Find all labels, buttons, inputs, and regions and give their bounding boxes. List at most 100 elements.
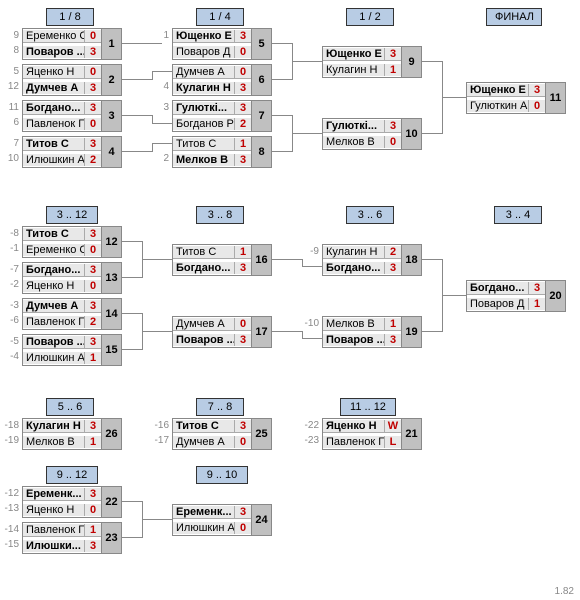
player-score: 3 — [85, 336, 101, 349]
player-name: Еременко С — [23, 244, 85, 256]
stage-label: 1 / 2 — [346, 8, 394, 26]
seed: -12 — [2, 488, 19, 499]
connector — [302, 338, 322, 339]
seed: -17 — [152, 435, 169, 446]
match-row: Поваров ...3 — [23, 335, 101, 350]
connector — [292, 61, 322, 62]
match: Кулагин Н3Мелков В126 — [22, 418, 122, 450]
seed: 12 — [2, 81, 19, 92]
connector — [292, 115, 293, 133]
player-name: Еременк... — [173, 506, 235, 519]
connector — [142, 501, 143, 519]
seed: 3 — [152, 102, 169, 113]
match: Еременк...3Яценко Н022 — [22, 486, 122, 518]
match-id: 1 — [101, 29, 121, 59]
match: Титов С3Еременко С012 — [22, 226, 122, 258]
match-row: Кулагин Н2 — [323, 245, 401, 260]
match-row: Мелков В1 — [323, 317, 401, 332]
player-score: 3 — [235, 262, 251, 274]
player-score: 3 — [85, 420, 101, 433]
stage-label: 11 .. 12 — [340, 398, 396, 416]
match-row: Богдано...3 — [323, 260, 401, 275]
match: Кулагин Н2Богдано...318 — [322, 244, 422, 276]
player-name: Думчев А — [173, 318, 235, 331]
player-name: Кулагин Н — [173, 82, 235, 94]
match: Яценко НWПавленок ГL21 — [322, 418, 422, 450]
connector — [142, 331, 172, 332]
seed: 4 — [152, 81, 169, 92]
player-score: 3 — [235, 102, 251, 115]
player-name: Мелков В — [323, 136, 385, 148]
version-label: 1.82 — [555, 586, 574, 597]
seed: 8 — [2, 45, 19, 56]
player-score: W — [385, 420, 401, 433]
match-row: Титов С3 — [23, 227, 101, 242]
player-name: Титов С — [173, 420, 235, 433]
connector — [442, 97, 443, 134]
player-name: Гулюткин А — [467, 100, 529, 112]
player-name: Ющенко Е — [173, 30, 235, 43]
player-score: 3 — [529, 282, 545, 295]
player-score: 3 — [85, 488, 101, 501]
player-score: 3 — [85, 264, 101, 277]
seed: -3 — [2, 300, 19, 311]
player-score: 3 — [235, 30, 251, 43]
stage-label: 9 .. 12 — [46, 466, 98, 484]
connector — [142, 331, 143, 350]
player-score: 0 — [85, 504, 101, 516]
match: Титов С3Илюшкин А24 — [22, 136, 122, 168]
seed: 2 — [152, 153, 169, 164]
stage-label: 9 .. 10 — [196, 466, 248, 484]
seed: 9 — [2, 30, 19, 41]
match-row: Поваров Д0 — [173, 44, 251, 59]
match-row: Кулагин Н1 — [323, 62, 401, 77]
connector — [122, 115, 152, 116]
seed: -8 — [2, 228, 19, 239]
match-id: 17 — [251, 317, 271, 347]
match-id: 13 — [101, 263, 121, 293]
player-score: 0 — [235, 46, 251, 58]
player-score: 1 — [85, 436, 101, 448]
player-name: Поваров ... — [23, 46, 85, 58]
seed: 11 — [2, 102, 19, 113]
connector — [272, 151, 292, 152]
connector — [152, 143, 172, 144]
match-row: Мелков В3 — [173, 152, 251, 167]
match-id: 4 — [101, 137, 121, 167]
player-name: Гулюткі... — [173, 102, 235, 115]
player-name: Богданов Р — [173, 118, 235, 130]
player-score: 0 — [235, 318, 251, 331]
match-row: Богдано...3 — [23, 101, 101, 116]
player-name: Титов С — [173, 138, 235, 151]
seed: 10 — [2, 153, 19, 164]
player-name: Павленок Г — [23, 316, 85, 328]
match-row: Яценко НW — [323, 419, 401, 434]
player-score: 1 — [85, 524, 101, 537]
player-score: 3 — [529, 84, 545, 97]
stage-label: ФИНАЛ — [486, 8, 542, 26]
match: Еременко С0Поваров ...31 — [22, 28, 122, 60]
match-id: 8 — [251, 137, 271, 167]
connector — [152, 143, 153, 152]
player-name: Мелков В — [173, 154, 235, 166]
player-score: 3 — [85, 46, 101, 58]
player-score: 3 — [85, 138, 101, 151]
seed: -9 — [302, 246, 319, 257]
player-score: L — [385, 436, 401, 448]
match: Богдано...3Павленок Г03 — [22, 100, 122, 132]
match-row: Яценко Н0 — [23, 65, 101, 80]
stage-label: 7 .. 8 — [196, 398, 244, 416]
player-score: 2 — [235, 118, 251, 130]
seed: -1 — [2, 243, 19, 254]
seed: 7 — [2, 138, 19, 149]
seed: -16 — [152, 420, 169, 431]
stage-label: 3 .. 12 — [46, 206, 98, 224]
seed: -4 — [2, 351, 19, 362]
player-name: Кулагин Н — [23, 420, 85, 433]
connector — [152, 71, 153, 80]
match-row: Поваров ...3 — [23, 44, 101, 59]
player-score: 3 — [235, 506, 251, 519]
seed: -5 — [2, 336, 19, 347]
player-name: Мелков В — [23, 436, 85, 448]
connector — [152, 71, 172, 72]
